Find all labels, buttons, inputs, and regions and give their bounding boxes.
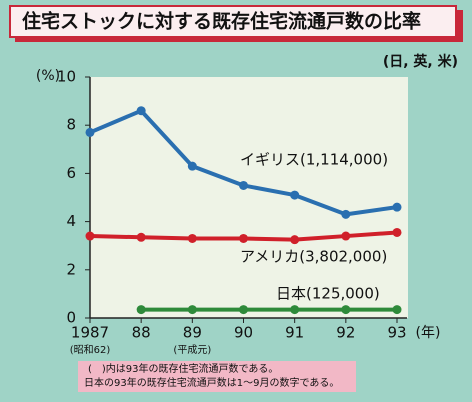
point bbox=[239, 233, 248, 243]
series-label: 日本(125,000) bbox=[276, 285, 380, 303]
y-tick-label: 2 bbox=[66, 260, 76, 278]
point bbox=[187, 305, 197, 315]
subtitle: (日, 英, 米) bbox=[383, 53, 458, 70]
point bbox=[392, 305, 402, 315]
point bbox=[136, 232, 146, 242]
point bbox=[290, 305, 300, 315]
chart-title: 住宅ストックに対する既存住宅流通戸数の比率 bbox=[22, 10, 421, 33]
x-axis-label: (年) bbox=[416, 325, 441, 341]
x-tick-label: 89 bbox=[183, 324, 202, 342]
point bbox=[341, 209, 351, 219]
note: 日本の93年の既存住宅流通戸数は1～9月の数字である。 bbox=[84, 376, 339, 389]
point bbox=[187, 233, 197, 243]
y-axis-label: (%) bbox=[36, 68, 60, 84]
point bbox=[290, 235, 300, 245]
y-tick-label: 10 bbox=[57, 68, 76, 86]
plot-area bbox=[90, 77, 408, 318]
note: ( )内は93年の既存住宅流通戸数である。 bbox=[88, 362, 278, 375]
point bbox=[239, 305, 248, 315]
x-sublabel: (昭和62) bbox=[70, 344, 111, 356]
x-tick-label: 91 bbox=[285, 324, 304, 342]
point bbox=[187, 161, 197, 171]
point bbox=[85, 231, 95, 241]
x-tick-label: 88 bbox=[132, 324, 151, 342]
series-label: アメリカ(3,802,000) bbox=[240, 248, 387, 266]
y-tick-label: 6 bbox=[66, 164, 76, 182]
series-label: イギリス(1,114,000) bbox=[240, 151, 388, 169]
x-tick-label: 92 bbox=[336, 324, 355, 342]
point bbox=[290, 190, 300, 200]
point bbox=[392, 227, 402, 237]
x-tick-label: 93 bbox=[387, 324, 406, 342]
point bbox=[136, 106, 146, 116]
point bbox=[136, 305, 146, 315]
x-sublabel: (平成元) bbox=[173, 344, 211, 356]
point bbox=[392, 202, 402, 212]
x-tick-label: 1987 bbox=[71, 324, 109, 342]
point bbox=[239, 180, 248, 190]
note-box bbox=[78, 361, 356, 392]
x-tick-label: 90 bbox=[234, 324, 253, 342]
y-tick-label: 0 bbox=[66, 309, 76, 327]
point bbox=[85, 127, 95, 137]
y-tick-label: 4 bbox=[66, 212, 76, 230]
point bbox=[341, 305, 351, 315]
y-tick-label: 8 bbox=[66, 116, 76, 134]
point bbox=[341, 231, 351, 241]
title-box bbox=[9, 5, 457, 38]
